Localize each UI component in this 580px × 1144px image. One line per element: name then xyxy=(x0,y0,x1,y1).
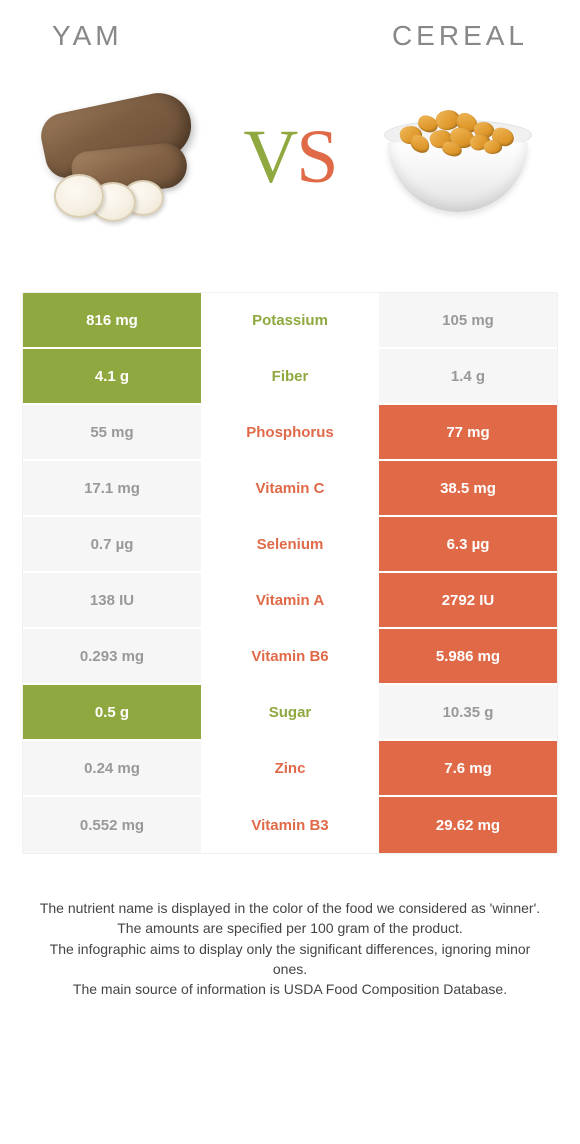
right-value: 10.35 g xyxy=(379,685,557,739)
left-value: 0.7 µg xyxy=(23,517,201,571)
nutrient-name: Fiber xyxy=(201,349,379,403)
left-value: 0.5 g xyxy=(23,685,201,739)
table-row: 0.552 mgVitamin B329.62 mg xyxy=(23,797,557,853)
table-row: 17.1 mgVitamin C38.5 mg xyxy=(23,461,557,517)
left-value: 17.1 mg xyxy=(23,461,201,515)
hero-row: VS xyxy=(22,72,558,242)
title-row: Yam Cereal xyxy=(22,20,558,52)
nutrient-name: Vitamin C xyxy=(201,461,379,515)
footnote-line: The main source of information is USDA F… xyxy=(34,979,546,999)
right-value: 29.62 mg xyxy=(379,797,557,853)
vs-s: S xyxy=(296,115,336,199)
right-food-title: Cereal xyxy=(392,20,528,52)
nutrient-name: Vitamin B6 xyxy=(201,629,379,683)
right-value: 5.986 mg xyxy=(379,629,557,683)
table-row: 55 mgPhosphorus77 mg xyxy=(23,405,557,461)
table-row: 0.293 mgVitamin B65.986 mg xyxy=(23,629,557,685)
table-row: 138 IUVitamin A2792 IU xyxy=(23,573,557,629)
right-value: 6.3 µg xyxy=(379,517,557,571)
nutrient-name: Potassium xyxy=(201,293,379,347)
table-row: 816 mgPotassium105 mg xyxy=(23,293,557,349)
yam-image xyxy=(42,87,202,227)
right-value: 1.4 g xyxy=(379,349,557,403)
footnote-line: The amounts are specified per 100 gram o… xyxy=(34,918,546,938)
nutrient-name: Zinc xyxy=(201,741,379,795)
nutrient-name: Selenium xyxy=(201,517,379,571)
right-value: 2792 IU xyxy=(379,573,557,627)
cereal-image xyxy=(378,87,538,227)
left-value: 4.1 g xyxy=(23,349,201,403)
comparison-table: 816 mgPotassium105 mg4.1 gFiber1.4 g55 m… xyxy=(22,292,558,854)
cereal-flakes xyxy=(396,108,520,152)
right-value: 105 mg xyxy=(379,293,557,347)
nutrient-name: Phosphorus xyxy=(201,405,379,459)
footnote-line: The infographic aims to display only the… xyxy=(34,939,546,980)
right-value: 7.6 mg xyxy=(379,741,557,795)
left-value: 0.552 mg xyxy=(23,797,201,853)
left-value: 55 mg xyxy=(23,405,201,459)
left-value: 816 mg xyxy=(23,293,201,347)
footnotes: The nutrient name is displayed in the co… xyxy=(22,898,558,999)
right-value: 77 mg xyxy=(379,405,557,459)
left-value: 138 IU xyxy=(23,573,201,627)
table-row: 0.24 mgZinc7.6 mg xyxy=(23,741,557,797)
vs-label: VS xyxy=(243,114,336,201)
footnote-line: The nutrient name is displayed in the co… xyxy=(34,898,546,918)
nutrient-name: Vitamin A xyxy=(201,573,379,627)
right-value: 38.5 mg xyxy=(379,461,557,515)
left-value: 0.24 mg xyxy=(23,741,201,795)
nutrient-name: Vitamin B3 xyxy=(201,797,379,853)
table-row: 0.5 gSugar10.35 g xyxy=(23,685,557,741)
table-row: 0.7 µgSelenium6.3 µg xyxy=(23,517,557,573)
nutrient-name: Sugar xyxy=(201,685,379,739)
left-food-title: Yam xyxy=(52,20,123,52)
table-row: 4.1 gFiber1.4 g xyxy=(23,349,557,405)
left-value: 0.293 mg xyxy=(23,629,201,683)
vs-v: V xyxy=(243,115,296,199)
